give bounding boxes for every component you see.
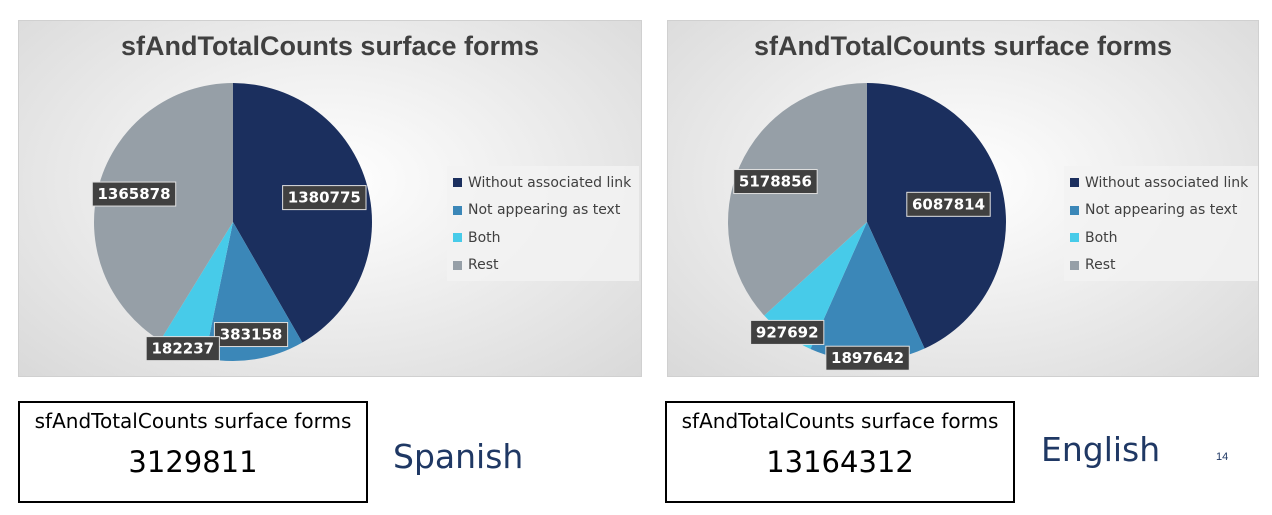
pie-slice (233, 83, 373, 343)
legend-label: Not appearing as text (468, 202, 621, 219)
data-label-box (91, 181, 177, 207)
legend-item: Rest (1070, 252, 1254, 280)
data-label: 1380775 (282, 185, 367, 211)
legend-item: Not appearing as text (453, 197, 635, 225)
chart-legend: Without associated link Not appearing as… (447, 166, 639, 281)
legend-swatch (453, 205, 462, 215)
legend-label: Both (468, 229, 501, 246)
pie-chart-english: 6087814 1897642 927692 5178856 (727, 83, 1006, 371)
legend-item: Without associated link (1070, 169, 1254, 197)
pie-slice (93, 83, 234, 341)
data-label: 927692 (750, 319, 825, 345)
chart-legend: Without associated link Not appearing as… (1064, 166, 1258, 281)
data-label: 1897642 (825, 345, 910, 371)
chart-title: sfAndTotalCounts surface forms (753, 31, 1173, 61)
data-label-box (825, 345, 910, 371)
pie-slice (764, 222, 867, 349)
legend-label: Rest (468, 257, 499, 274)
pie-chart-spanish: 1380775 383158 182237 1365878 (91, 83, 373, 362)
data-label-text: 6087814 (912, 195, 985, 213)
data-label-text: 5178856 (739, 173, 812, 191)
legend-swatch (453, 233, 462, 243)
legend-label: Without associated link (1085, 174, 1249, 191)
data-label-text: 1897642 (831, 349, 904, 367)
legend-item: Both (1070, 224, 1254, 252)
data-label-text: 927692 (756, 323, 819, 341)
legend-label: Not appearing as text (1085, 202, 1238, 219)
legend-swatch (1070, 178, 1079, 188)
data-label-box (145, 336, 220, 362)
total-count-title: sfAndTotalCounts surface forms (34, 409, 352, 433)
pie-slice (727, 83, 867, 316)
language-label-english: English (1041, 430, 1161, 469)
chart-title: sfAndTotalCounts surface forms (120, 31, 540, 61)
data-label: 1365878 (91, 181, 177, 207)
legend-swatch (1070, 205, 1079, 215)
legend-item: Both (453, 224, 635, 252)
chart-panel-spanish: sfAndTotalCounts surface forms 1380775 38… (18, 20, 642, 377)
language-label-spanish: Spanish (393, 437, 524, 476)
data-label: 6087814 (906, 191, 991, 217)
legend-label: Both (1085, 229, 1118, 246)
legend-item: Not appearing as text (1070, 197, 1254, 225)
pie-slice (160, 222, 233, 359)
legend-swatch (453, 178, 462, 188)
data-label: 182237 (145, 336, 220, 362)
legend-swatch (1070, 233, 1079, 243)
chart-panel-english: sfAndTotalCounts surface forms 6087814 18… (667, 20, 1259, 377)
total-count-box-english: sfAndTotalCounts surface forms 13164312 (665, 401, 1015, 503)
data-label-box (906, 191, 991, 217)
data-label: 5178856 (733, 169, 818, 195)
total-count-value: 13164312 (766, 445, 914, 479)
data-label-text: 182237 (151, 340, 214, 358)
total-count-box-spanish: sfAndTotalCounts surface forms 3129811 (18, 401, 368, 503)
data-label-text: 383158 (220, 326, 283, 344)
pie-slice (810, 222, 925, 361)
data-label-text: 1365878 (97, 185, 170, 203)
legend-item: Rest (453, 252, 635, 280)
legend-swatch (453, 260, 462, 270)
data-label-box (282, 185, 367, 211)
legend-label: Without associated link (468, 174, 632, 191)
total-count-value: 3129811 (128, 445, 258, 479)
data-label: 383158 (213, 322, 289, 348)
data-label-box (733, 169, 818, 195)
legend-label: Rest (1085, 257, 1116, 274)
legend-item: Without associated link (453, 169, 635, 197)
data-label-text: 1380775 (288, 189, 361, 207)
legend-swatch (1070, 260, 1079, 270)
total-count-title: sfAndTotalCounts surface forms (681, 409, 999, 433)
page-number: 14 (1216, 451, 1229, 463)
data-label-box (213, 322, 289, 348)
data-label-box (750, 319, 825, 345)
